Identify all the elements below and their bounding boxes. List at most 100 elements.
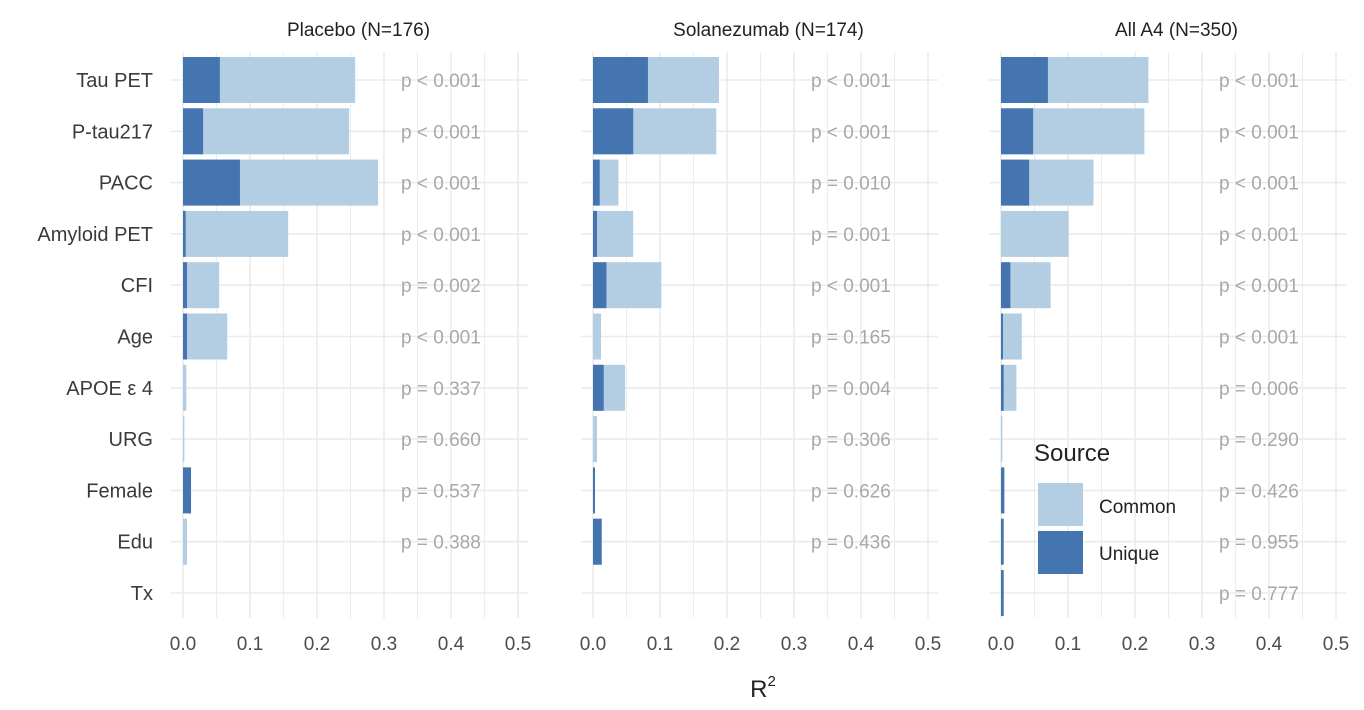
bar-unique-tx (1001, 570, 1004, 616)
y-axis-category-labels: Tau PET P-tau217 PACC Amyloid PET CFI Age APOE… (37, 70, 153, 605)
bar-common-urg (1001, 416, 1003, 463)
bar-unique-edu (593, 518, 602, 565)
y-label-pacc: PACC (99, 173, 153, 195)
p-value-amyloid-pet: p = 0.001 (811, 225, 891, 246)
p-value-urg: p = 0.290 (1219, 430, 1299, 451)
p-value-female: p = 0.626 (811, 481, 891, 502)
y-label-edu: Edu (117, 532, 153, 554)
p-value-cfi: p < 0.001 (811, 276, 891, 297)
bar-unique-apoe-4 (1001, 364, 1004, 411)
panel-placebo-n-176: Placebo (N=176) p < 0.001 p < 0.001 p < 0.0… (170, 20, 531, 655)
p-value-apoe-4: p = 0.004 (811, 379, 891, 400)
p-value-age: p = 0.165 (811, 328, 891, 349)
panel-all-a4-n-350: All A4 (N=350) p < 0.001 p < 0.001 p < 0.00… (988, 20, 1349, 655)
p-value-pacc: p = 0.010 (811, 174, 891, 195)
y-label-tx: Tx (131, 583, 153, 605)
bar-common-urg (183, 416, 185, 463)
bar-unique-cfi (593, 262, 607, 309)
x-tick-label: 0.2 (1122, 634, 1148, 655)
bar-unique-cfi (1001, 262, 1011, 309)
x-tick-label: 0.3 (781, 634, 807, 655)
bar-unique-pacc (183, 159, 240, 206)
bar-common-apoe-4 (1001, 364, 1017, 411)
bar-common-apoe-4 (183, 364, 187, 411)
bar-unique-tau-pet (1001, 57, 1048, 103)
p-value-tau-pet: p < 0.001 (811, 71, 891, 92)
p-value-apoe-4: p = 0.337 (401, 379, 481, 400)
panel-title: Solanezumab (N=174) (673, 20, 864, 41)
bar-common-urg (593, 416, 598, 463)
bar-common-edu (183, 518, 188, 565)
x-tick-label: 0.5 (1323, 634, 1349, 655)
p-value-urg: p = 0.660 (401, 430, 481, 451)
panel-solanezumab-n-174: Solanezumab (N=174) p < 0.001 p < 0.001 p =… (580, 20, 941, 655)
x-tick-label: 0.0 (170, 634, 196, 655)
bar-common-amyloid-pet (183, 210, 289, 257)
bar-unique-p-tau217 (183, 108, 204, 155)
p-value-amyloid-pet: p < 0.001 (401, 225, 481, 246)
bar-common-p-tau217 (183, 108, 350, 155)
x-tick-label: 0.1 (237, 634, 263, 655)
p-value-urg: p = 0.306 (811, 430, 891, 451)
x-tick-label: 0.5 (915, 634, 941, 655)
x-axis-label: R2 (750, 673, 776, 703)
bar-unique-amyloid-pet (593, 210, 598, 257)
chart-panels: Placebo (N=176) p < 0.001 p < 0.001 p < 0.0… (170, 20, 1349, 655)
bar-unique-female (593, 467, 596, 514)
legend-swatch-common (1038, 483, 1083, 526)
p-value-female: p = 0.426 (1219, 481, 1299, 502)
bar-unique-p-tau217 (593, 108, 634, 155)
bar-unique-edu (1001, 518, 1004, 565)
bar-unique-female (183, 467, 192, 514)
panel-title: All A4 (N=350) (1115, 20, 1238, 41)
y-label-apoe-4: APOE ε 4 (66, 378, 153, 400)
p-value-p-tau217: p < 0.001 (401, 122, 481, 143)
x-tick-label: 0.2 (714, 634, 740, 655)
p-value-age: p < 0.001 (1219, 328, 1299, 349)
y-label-tau-pet: Tau PET (76, 70, 153, 92)
p-value-cfi: p = 0.002 (401, 276, 481, 297)
bar-unique-tau-pet (593, 57, 648, 103)
legend-label-unique: Unique (1099, 544, 1159, 565)
p-value-cfi: p < 0.001 (1219, 276, 1299, 297)
bar-unique-female (1001, 467, 1005, 514)
x-tick-label: 0.0 (988, 634, 1014, 655)
p-value-p-tau217: p < 0.001 (1219, 122, 1299, 143)
legend-label-common: Common (1099, 497, 1176, 518)
bar-common-amyloid-pet (1001, 210, 1069, 257)
y-label-urg: URG (109, 429, 153, 451)
p-value-tx: p = 0.777 (1219, 584, 1299, 605)
p-value-female: p = 0.537 (401, 481, 481, 502)
p-value-edu: p = 0.436 (811, 533, 891, 554)
p-value-edu: p = 0.955 (1219, 533, 1299, 554)
bar-unique-tau-pet (183, 57, 220, 103)
p-value-pacc: p < 0.001 (1219, 174, 1299, 195)
x-tick-label: 0.4 (1256, 634, 1283, 655)
bar-unique-age (1001, 313, 1004, 360)
x-tick-label: 0.0 (580, 634, 606, 655)
y-label-amyloid-pet: Amyloid PET (37, 224, 153, 246)
bar-common-age (593, 313, 602, 360)
p-value-amyloid-pet: p < 0.001 (1219, 225, 1299, 246)
bar-common-cfi (183, 262, 220, 309)
bar-unique-p-tau217 (1001, 108, 1034, 155)
bar-unique-age (183, 313, 188, 360)
x-tick-label: 0.2 (304, 634, 330, 655)
p-value-age: p < 0.001 (401, 328, 481, 349)
bar-unique-amyloid-pet (183, 210, 186, 257)
legend: Source Common Unique (1034, 440, 1176, 574)
bar-common-amyloid-pet (593, 210, 634, 257)
p-value-edu: p = 0.388 (401, 533, 481, 554)
p-value-pacc: p < 0.001 (401, 174, 481, 195)
bar-common-age (1001, 313, 1022, 360)
panel-title: Placebo (N=176) (287, 20, 430, 41)
bar-unique-pacc (1001, 159, 1030, 206)
bar-unique-apoe-4 (593, 364, 604, 411)
p-value-tau-pet: p < 0.001 (1219, 71, 1299, 92)
bar-common-age (183, 313, 228, 360)
x-tick-label: 0.5 (505, 634, 531, 655)
p-value-apoe-4: p = 0.006 (1219, 379, 1299, 400)
y-label-female: Female (86, 480, 153, 502)
bar-unique-pacc (593, 159, 600, 206)
